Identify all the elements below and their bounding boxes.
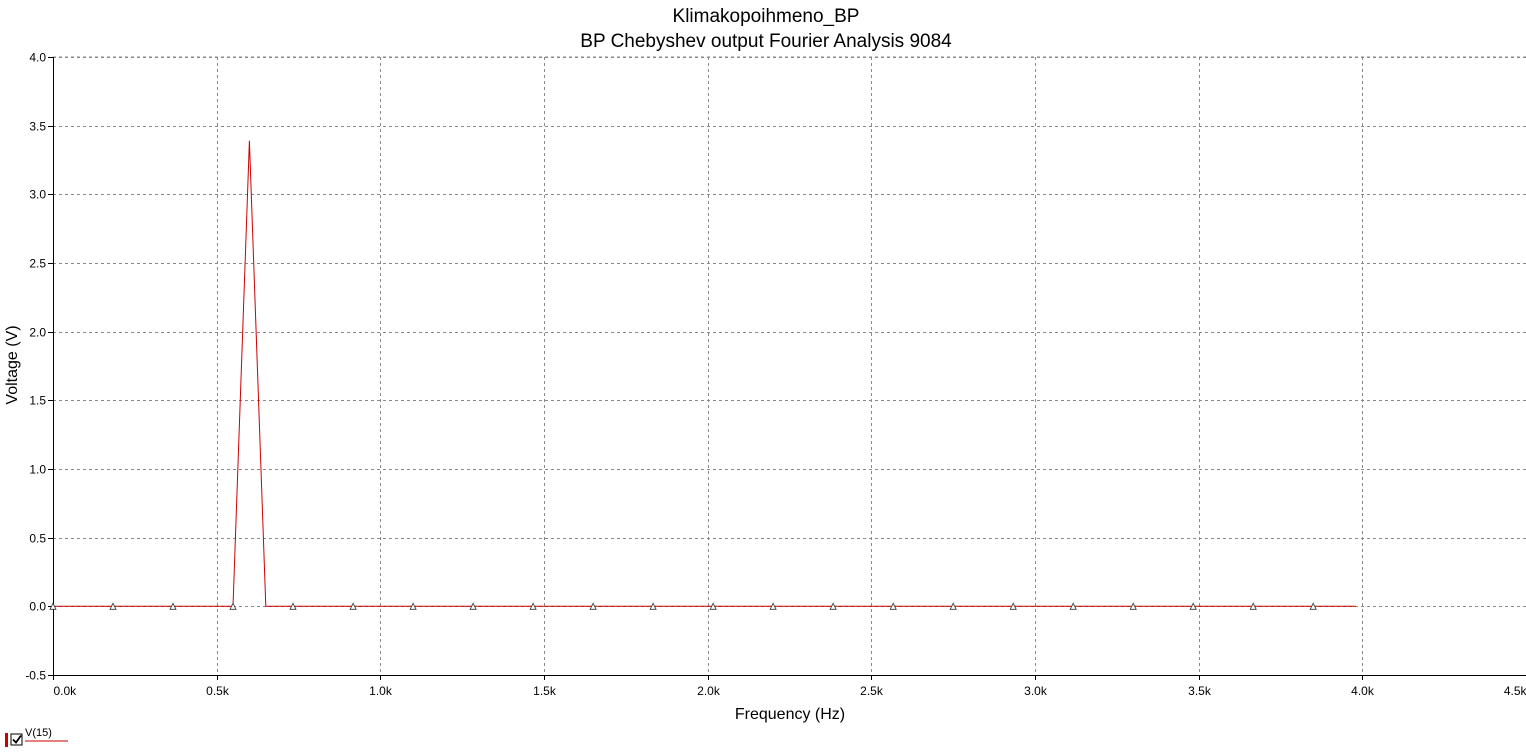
- triangle-marker-icon: [1009, 602, 1017, 610]
- triangle-marker-icon: [169, 602, 177, 610]
- legend-series-label: V(15): [25, 727, 52, 739]
- legend-checkbox[interactable]: [10, 733, 23, 746]
- triangle-marker-icon: [409, 602, 417, 610]
- x-tick-label: 1.0k: [369, 684, 393, 698]
- legend-check-mark-icon: [12, 734, 22, 744]
- triangle-marker-icon: [1249, 602, 1257, 610]
- triangle-marker-icon: [889, 602, 897, 610]
- x-tick-label: 1.5k: [533, 684, 557, 698]
- y-tick-label: 4.0: [29, 51, 46, 65]
- x-tick-label: 4.5k: [1504, 684, 1526, 698]
- x-axis-label: Frequency (Hz): [735, 706, 845, 723]
- triangle-marker-icon: [289, 602, 297, 610]
- triangle-marker-icon: [1069, 602, 1077, 610]
- triangle-marker-icon: [1189, 602, 1197, 610]
- axis-layer: [53, 57, 1526, 676]
- y-tick-label: 2.0: [29, 326, 46, 340]
- y-tick-label: 0.0: [29, 600, 46, 614]
- y-axis-label: Voltage (V): [4, 325, 21, 404]
- y-tick-label: 2.5: [29, 257, 46, 271]
- triangle-marker-icon: [109, 602, 117, 610]
- triangle-marker-icon: [649, 602, 657, 610]
- x-tick-label: 0.0k: [54, 684, 78, 698]
- x-tick-label: 2.5k: [860, 684, 884, 698]
- tick-label-layer: 0.0k 0.5k 1.0k 1.5k 2.0k 2.5k 3.0k 3.5k 4.0k 4.5k…: [25, 51, 1526, 699]
- x-tick-label: 0.5k: [206, 684, 230, 698]
- triangle-marker-icon: [229, 602, 237, 610]
- triangle-marker-icon: [1309, 602, 1317, 610]
- y-tick-label: 3.0: [29, 188, 46, 202]
- triangle-marker-icon: [49, 602, 57, 610]
- series-0: [49, 140, 1356, 610]
- series-layer: [49, 140, 1356, 610]
- y-tick-label: 0.5: [29, 532, 46, 546]
- chart-title: Klimakopoihmeno_BP: [673, 6, 860, 27]
- chart-subtitle: BP Chebyshev output Fourier Analysis 908…: [580, 31, 952, 52]
- y-tick-label: -0.5: [25, 669, 46, 683]
- y-tick-label: 3.5: [29, 120, 46, 134]
- triangle-marker-icon: [769, 602, 777, 610]
- triangle-marker-icon: [709, 602, 717, 610]
- y-tick-label: 1.5: [29, 394, 46, 408]
- x-tick-label: 4.0k: [1351, 684, 1375, 698]
- triangle-marker-icon: [589, 602, 597, 610]
- grid-layer: [53, 56, 1526, 675]
- triangle-marker-icon: [469, 602, 477, 610]
- triangle-marker-icon: [949, 602, 957, 610]
- triangle-marker-icon: [829, 602, 837, 610]
- series-line: [53, 140, 1356, 607]
- triangle-marker-icon: [349, 602, 357, 610]
- triangle-marker-icon: [1129, 602, 1137, 610]
- y-tick-label: 1.0: [29, 463, 46, 477]
- triangle-marker-icon: [529, 602, 537, 610]
- x-tick-label: 2.0k: [697, 684, 721, 698]
- legend-color-tab: [5, 733, 8, 747]
- legend[interactable]: V(15): [5, 727, 68, 747]
- x-tick-label: 3.5k: [1188, 684, 1212, 698]
- x-tick-label: 3.0k: [1024, 684, 1048, 698]
